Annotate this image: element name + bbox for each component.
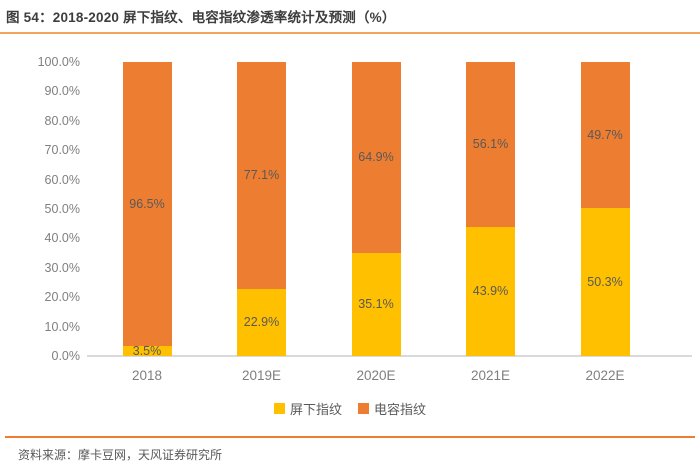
legend-label: 屏下指纹 xyxy=(289,402,342,417)
bar-segment-capacitive xyxy=(237,62,286,289)
y-axis-tick-label: 80.0% xyxy=(44,113,80,128)
y-axis-tick-label: 30.0% xyxy=(44,260,80,275)
bar-segment-underscreen xyxy=(580,208,630,356)
x-category-label: 2022E xyxy=(585,368,625,383)
legend-item-capacitive: 电容指纹 xyxy=(358,399,426,418)
source-text: 资料来源：摩卡豆网，天风证券研究所 xyxy=(18,448,223,462)
figure-title: 图 54：2018-2020 屏下指纹、电容指纹渗透率统计及预测（%） xyxy=(6,10,396,25)
legend-swatch-icon xyxy=(358,403,369,414)
x-category-label: 2018 xyxy=(131,368,163,383)
bar-data-label: 50.3% xyxy=(587,275,623,290)
legend-label: 电容指纹 xyxy=(374,402,427,417)
bar-data-label: 35.1% xyxy=(358,297,394,312)
y-axis-tick-label: 60.0% xyxy=(44,172,80,187)
y-axis-tick-label: 0.0% xyxy=(51,349,81,363)
legend-swatch-icon xyxy=(273,403,285,414)
bar-data-label: 96.5% xyxy=(129,196,165,211)
x-category-label: 2020E xyxy=(356,368,396,383)
y-axis-tick-label: 100.0% xyxy=(37,55,80,69)
chart-legend: 屏下指纹 电容指纹 xyxy=(0,399,700,418)
y-axis-tick-label: 10.0% xyxy=(44,319,80,334)
x-category-label: 2019E xyxy=(241,368,282,383)
y-axis-tick-label: 40.0% xyxy=(44,231,80,246)
x-category-label: 2021E xyxy=(470,368,511,383)
y-axis-tick-label: 90.0% xyxy=(44,84,80,99)
bar-data-label: 64.9% xyxy=(358,150,394,165)
y-axis-tick-label: 50.0% xyxy=(44,202,80,216)
bar-data-label: 43.9% xyxy=(472,284,509,299)
x-axis-line xyxy=(87,355,692,357)
bar-data-label: 49.7% xyxy=(587,128,623,143)
legend-item-underscreen: 屏下指纹 xyxy=(273,399,342,418)
bar-data-label: 56.1% xyxy=(472,137,509,152)
bar-segment-underscreen xyxy=(122,345,172,356)
bar-segment-capacitive xyxy=(466,62,515,227)
bar-segment-underscreen xyxy=(351,252,401,356)
bar-segment-capacitive xyxy=(122,62,172,346)
title-divider xyxy=(0,32,700,34)
bar-data-label: 22.9% xyxy=(243,315,280,330)
y-axis-tick-label: 70.0% xyxy=(44,143,80,158)
bar-segment-underscreen xyxy=(466,226,515,356)
y-axis-tick-label: 20.0% xyxy=(44,290,80,305)
bar-data-label: 3.5% xyxy=(132,343,162,358)
bar-data-label: 77.1% xyxy=(243,168,280,183)
bar-segment-underscreen xyxy=(237,288,286,356)
bar-segment-capacitive xyxy=(580,62,630,209)
bar-segment-capacitive xyxy=(351,62,401,253)
source-divider xyxy=(5,436,695,438)
